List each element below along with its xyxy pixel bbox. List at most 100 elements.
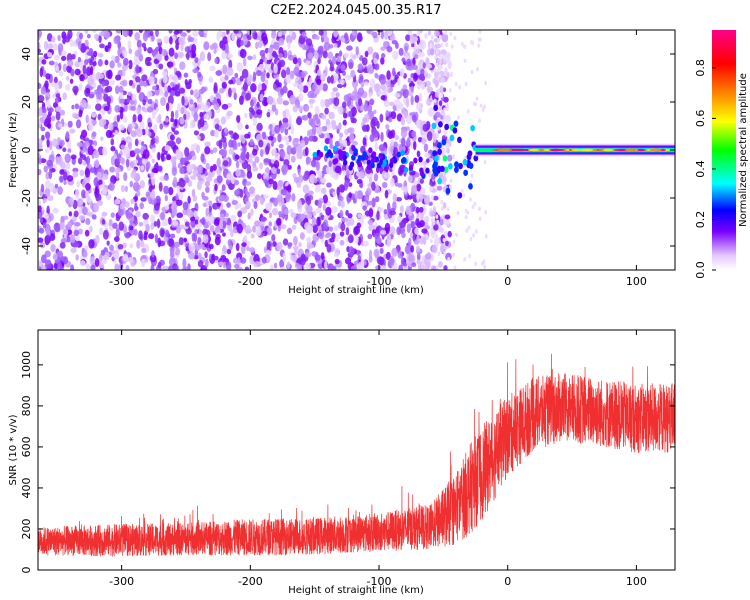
- spectrogram-noise-dot: [291, 254, 298, 263]
- spectrogram-noise-dot: [421, 205, 427, 215]
- spectrogram-noise-dot: [388, 117, 393, 123]
- spectrogram-noise-dot: [424, 152, 431, 158]
- spectrogram-noise-dot: [433, 236, 440, 247]
- spectrogram-noise-dot: [265, 249, 272, 256]
- spectrogram-noise-dot: [474, 229, 478, 234]
- spectrogram-noise-dot: [235, 203, 242, 208]
- spectrogram-tone-blob: [437, 178, 443, 185]
- spectrogram-noise-dot: [464, 81, 468, 87]
- spectrogram-noise-dot: [245, 228, 253, 234]
- spectrogram-noise-dot: [224, 43, 229, 54]
- spectrogram-noise-dot: [64, 35, 71, 43]
- spectrogram-noise-dot: [282, 85, 288, 94]
- spectrogram-noise-dot: [115, 227, 120, 236]
- spectrogram-noise-dot: [86, 51, 94, 56]
- spectrogram-tone-blob: [425, 167, 430, 174]
- spectrogram-noise-dot: [447, 230, 452, 238]
- spectrogram-noise-dot: [240, 207, 247, 215]
- spectrogram-noise-dot: [182, 258, 187, 268]
- spectrogram-noise-dot: [119, 157, 125, 164]
- spectrogram-noise-dot: [419, 62, 424, 70]
- spectrogram-noise-dot: [190, 150, 196, 157]
- spectrogram-noise-dot: [416, 30, 421, 36]
- spectrogram-noise-dot: [440, 206, 444, 211]
- spectrogram-noise-dot: [245, 181, 252, 186]
- spectrogram-noise-dot: [193, 89, 200, 98]
- spectrogram-noise-dot: [181, 95, 185, 106]
- spectrogram-noise-dot: [253, 256, 258, 262]
- spectrogram-noise-dot: [481, 260, 485, 266]
- spectrogram-noise-dot: [315, 207, 322, 214]
- spectrogram-noise-dot: [106, 96, 112, 104]
- spectrogram-noise-dot: [407, 77, 411, 84]
- spectrogram-noise-dot: [220, 116, 227, 125]
- spectrogram-noise-dot: [72, 171, 79, 178]
- spectrogram-noise-dot: [163, 174, 170, 181]
- spectrogram-noise-dot: [141, 247, 147, 254]
- snr-x-axis-label: Height of straight line (km): [288, 585, 424, 596]
- spectrogram-noise-dot: [333, 97, 340, 107]
- spectrogram-noise-dot: [266, 111, 271, 118]
- spectrogram-noise-dot: [426, 158, 430, 163]
- spectrogram-x-ticks: -300 -200 -100 0 100: [109, 30, 647, 288]
- spectrogram-noise-dot: [440, 93, 444, 98]
- spectrogram-noise-dot: [100, 136, 104, 142]
- snr-y-tick-label: 800: [20, 395, 33, 416]
- spectrogram-noise-dot: [356, 263, 362, 270]
- spectrogram-noise-dot: [260, 82, 267, 92]
- spectrogram-noise-dot: [130, 130, 137, 138]
- spectrogram-noise-dot: [476, 67, 479, 72]
- spectrogram-noise-dot: [167, 216, 172, 225]
- spectrogram-noise-dot: [305, 263, 312, 270]
- spectrogram-noise-dot: [95, 103, 102, 111]
- spectrogram-noise-dot: [174, 109, 179, 119]
- spectrogram-noise-dot: [135, 210, 141, 218]
- spectrogram-noise-dot: [86, 33, 91, 39]
- spectrogram-noise-dot: [59, 109, 66, 116]
- snr-series-line: [38, 353, 675, 557]
- spectrogram-noise-dot: [312, 224, 319, 234]
- spectrogram-noise-dot: [66, 65, 72, 73]
- spectrogram-noise-dot: [63, 228, 68, 235]
- spectrogram-noise-dot: [238, 95, 244, 106]
- spectrogram-noise-dot: [79, 32, 83, 40]
- spectrogram-tone-blob: [370, 157, 376, 164]
- spectrogram-noise-dot: [218, 194, 226, 202]
- spectrogram-noise-dot: [332, 73, 339, 82]
- spectrogram-noise-dot: [420, 68, 425, 75]
- spectrogram-noise-dot: [38, 259, 43, 267]
- spectrogram-noise-dot: [256, 122, 263, 131]
- spectrogram-noise-dot: [339, 239, 345, 246]
- spectrogram-noise-dot: [311, 84, 315, 94]
- spectrogram-noise-dot: [205, 258, 209, 268]
- spectrogram-tone-blob: [433, 104, 439, 112]
- spectrogram-noise-dot: [419, 73, 426, 82]
- spectrogram-noise-dot: [302, 114, 309, 121]
- spectrogram-noise-dot: [233, 144, 238, 150]
- spectrogram-noise-dot: [463, 58, 467, 64]
- spectrogram-noise-dot: [85, 114, 89, 124]
- spectrogram-noise-dot: [470, 69, 474, 75]
- spectrogram-noise-dot: [43, 197, 47, 204]
- spectrogram-noise-dot: [424, 32, 428, 39]
- spectrogram-noise-dot: [280, 266, 286, 270]
- spectrogram-noise-dot: [389, 101, 395, 107]
- spectrogram-noise-dot: [128, 48, 133, 55]
- spectrogram-noise-dot: [401, 137, 406, 147]
- spectrogram-x-tick-label: 0: [504, 275, 511, 288]
- spectrogram-noise-dot: [447, 256, 451, 262]
- spectrogram-noise-dot: [88, 239, 95, 249]
- spectrogram-noise-dot: [221, 50, 227, 60]
- spectrogram-noise-dot: [191, 51, 197, 59]
- spectrogram-noise-dot: [52, 102, 59, 109]
- spectrogram-noise-dot: [347, 234, 354, 244]
- spectrogram-noise-dot: [273, 41, 280, 51]
- spectrogram-noise-dot: [189, 120, 194, 129]
- spectrogram-noise-dot: [98, 118, 105, 128]
- spectrogram-noise-dot: [424, 225, 431, 230]
- spectrogram-noise-dot: [152, 85, 157, 91]
- snr-x-tick-label: -300: [109, 575, 134, 588]
- spectrogram-noise-dot: [87, 75, 95, 86]
- spectrogram-noise-dot: [474, 101, 478, 107]
- spectrogram-noise-dot: [445, 252, 452, 261]
